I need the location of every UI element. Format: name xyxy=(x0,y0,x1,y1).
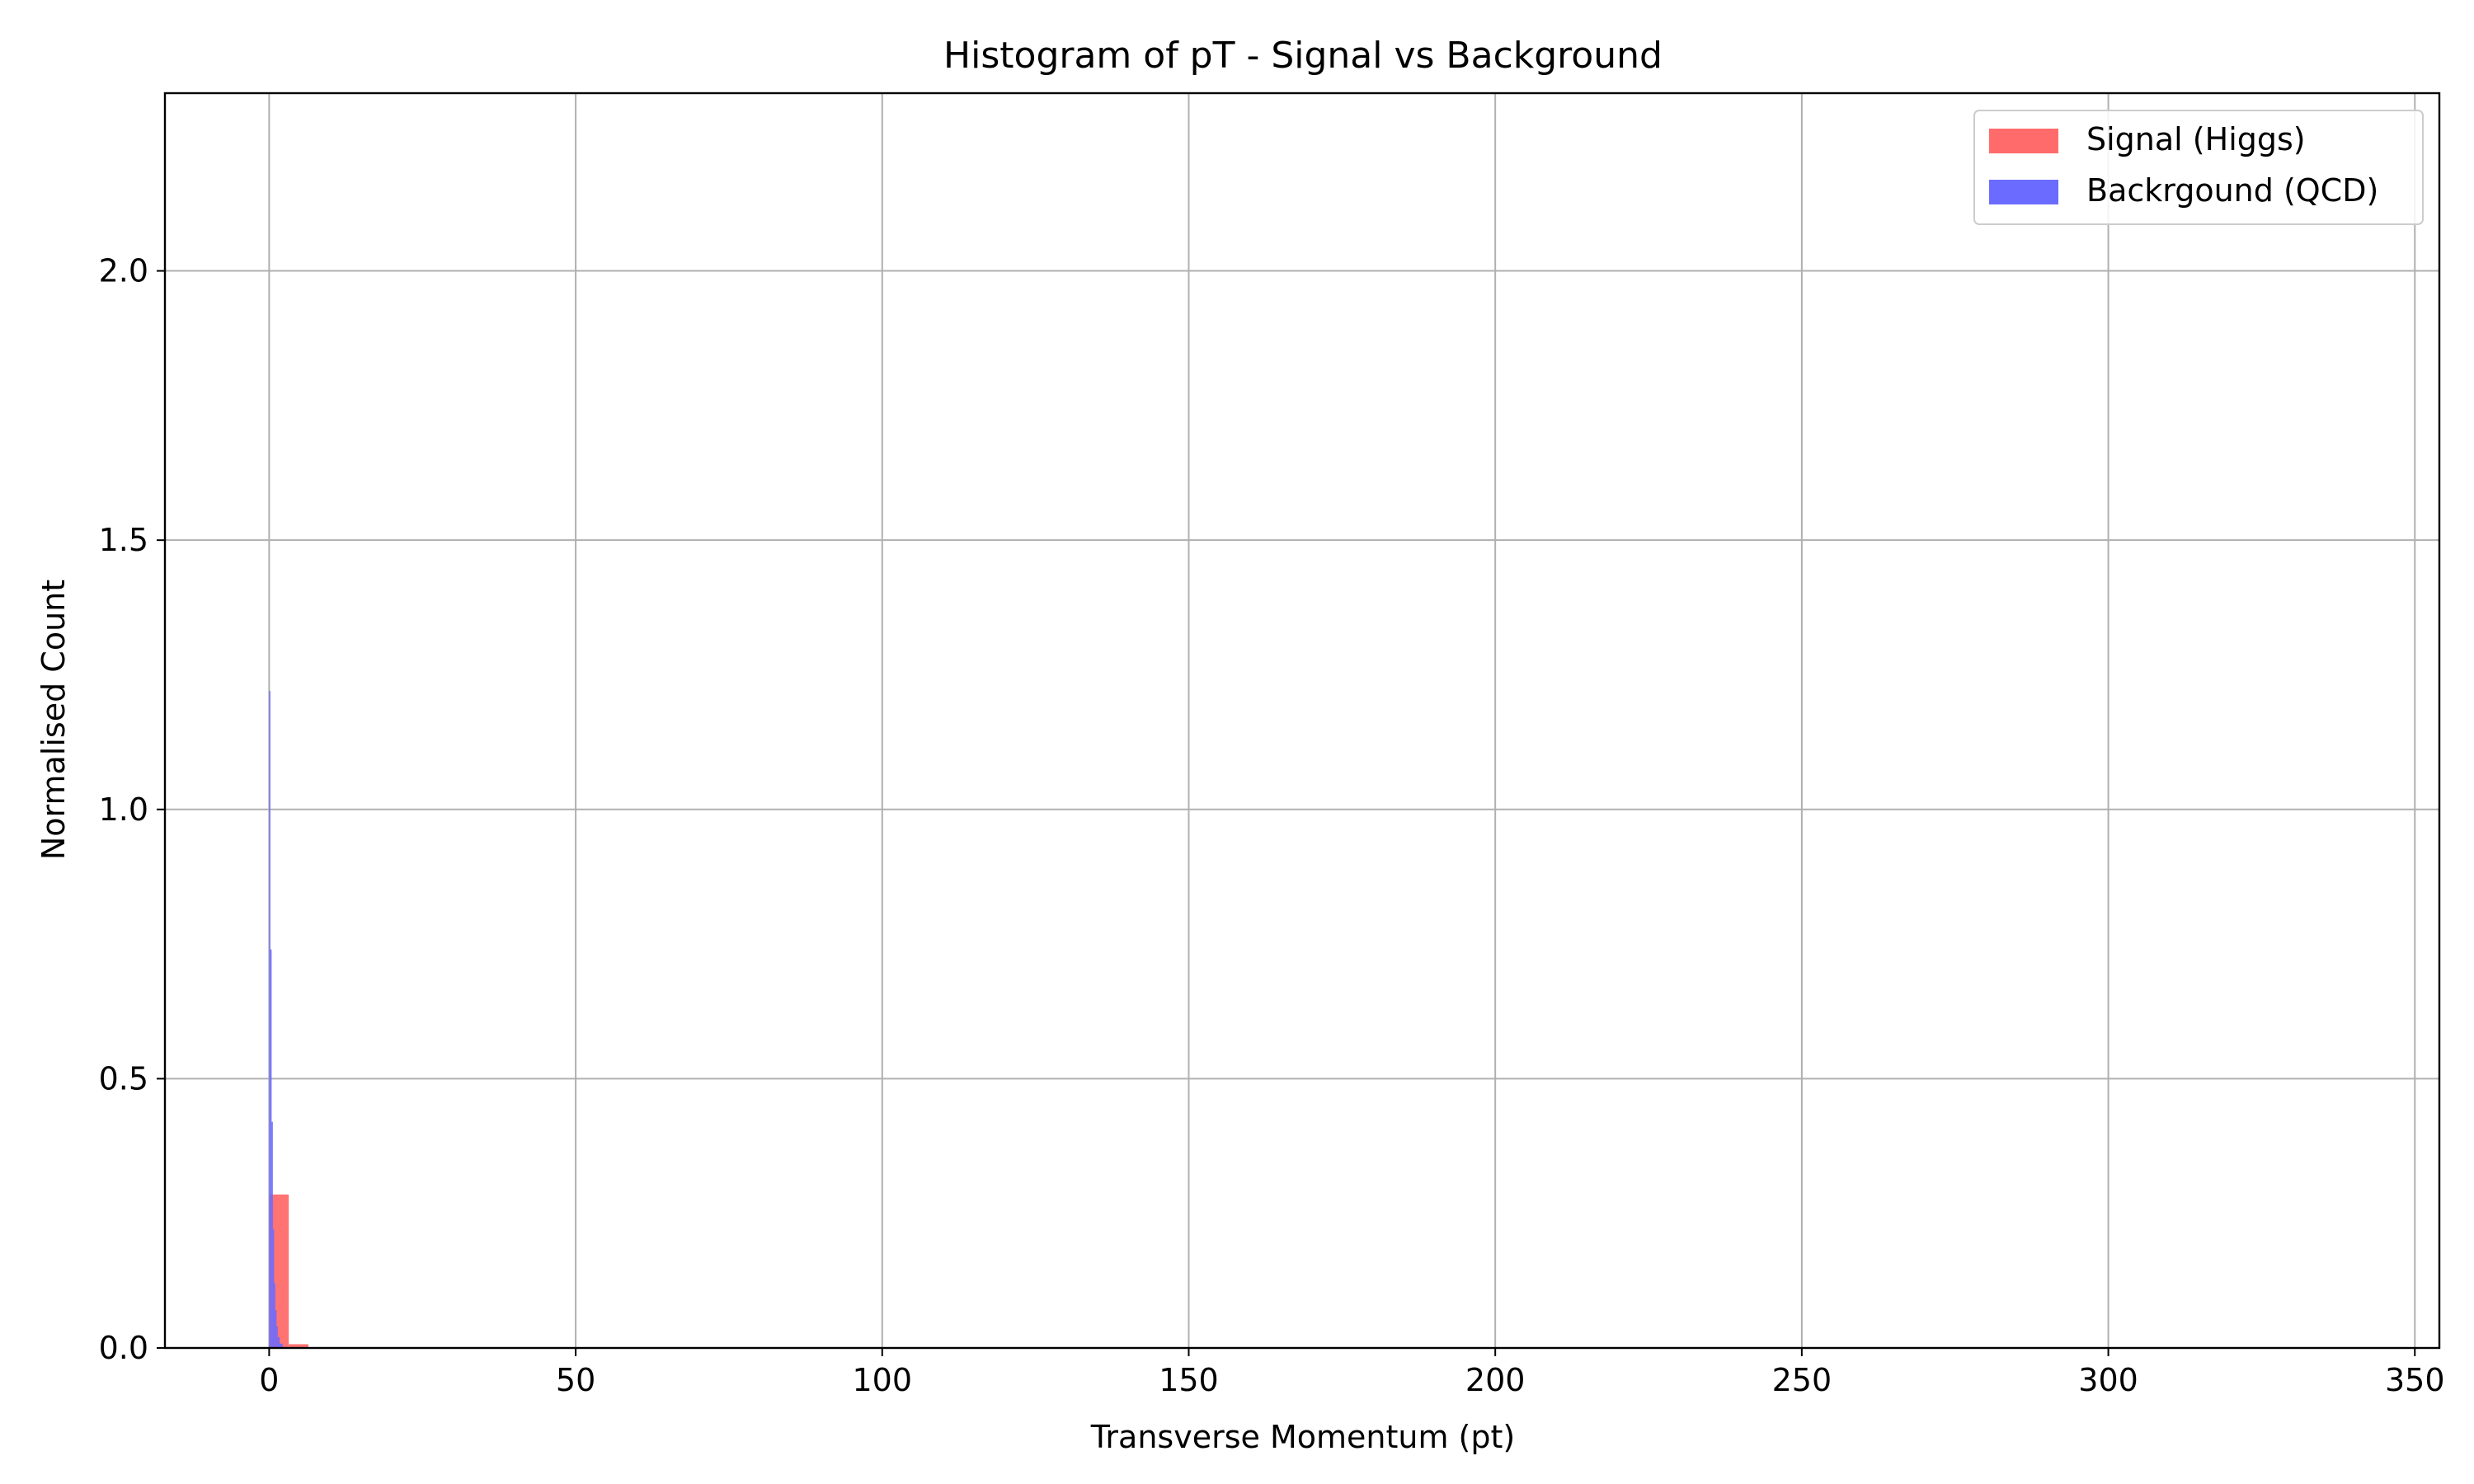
y-tick-label: 1.0 xyxy=(99,791,148,828)
background-bar xyxy=(276,1326,278,1348)
y-tick-label: 0.0 xyxy=(99,1330,148,1366)
x-axis-label: Transverse Momentum (pt) xyxy=(1090,1419,1515,1455)
background-bar xyxy=(270,949,272,1348)
x-tick-label: 250 xyxy=(1772,1362,1832,1398)
x-tick-label: 100 xyxy=(853,1362,913,1398)
histogram-bars xyxy=(269,691,308,1348)
x-tick-label: 150 xyxy=(1159,1362,1219,1398)
background-bar xyxy=(277,1336,280,1348)
legend: Signal (Higgs) Backrgound (QCD) xyxy=(1973,110,2424,225)
background-bar xyxy=(274,1283,275,1348)
y-tick-label: 2.0 xyxy=(99,253,148,289)
legend-box xyxy=(1973,110,2424,225)
y-tick-label: 0.5 xyxy=(99,1060,148,1097)
background-bar xyxy=(280,1343,283,1348)
legend-swatch-background xyxy=(1989,180,2058,204)
x-tick-label: 300 xyxy=(2078,1362,2138,1398)
background-bar xyxy=(272,1229,275,1348)
signal-bar xyxy=(289,1344,308,1348)
plot-frame xyxy=(163,92,2441,1350)
legend-label-signal: Signal (Higgs) xyxy=(2086,121,2306,157)
x-tick-label: 350 xyxy=(2385,1362,2445,1398)
x-tick-label: 0 xyxy=(259,1362,279,1398)
background-bar xyxy=(269,691,270,1348)
y-tick-label: 1.5 xyxy=(99,522,148,558)
x-tick-label: 200 xyxy=(1465,1362,1526,1398)
legend-label-background: Backrgound (QCD) xyxy=(2086,172,2378,209)
background-bar xyxy=(271,1121,273,1348)
legend-swatch-signal xyxy=(1989,129,2058,153)
y-axis-label: Normalised Count xyxy=(35,580,72,860)
chart-title: Histogram of pT - Signal vs Background xyxy=(943,35,1663,77)
x-tick-label: 50 xyxy=(556,1362,595,1398)
background-bar xyxy=(275,1310,277,1348)
x-axis-ticks: 0 50 100 150 200 250 300 350 xyxy=(259,1348,2445,1398)
y-axis-ticks: 0.0 0.5 1.0 1.5 2.0 xyxy=(99,253,165,1366)
